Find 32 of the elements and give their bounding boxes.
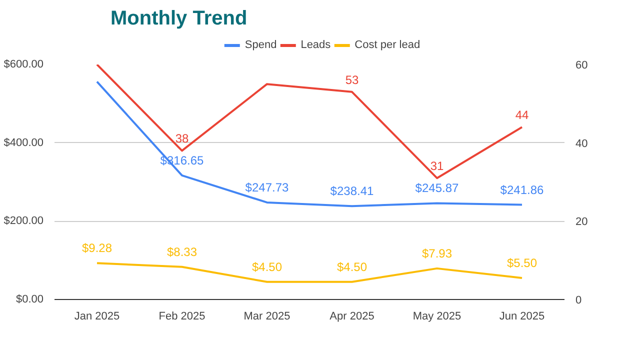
legend-label: Leads	[300, 39, 331, 51]
data-label: $7.93	[422, 246, 452, 260]
data-label: 44	[515, 108, 529, 122]
chart-title: Monthly Trend	[110, 8, 248, 30]
x-tick-label: Apr 2025	[330, 310, 374, 322]
data-label: $238.41	[330, 184, 374, 198]
y-tick-label: $600.00	[4, 58, 44, 70]
x-tick-label: Jan 2025	[74, 310, 120, 322]
x-tick-label: Mar 2025	[244, 310, 290, 322]
y2-tick-label: 20	[576, 216, 588, 228]
data-label: $4.50	[252, 260, 282, 274]
x-tick-label: Jun 2025	[499, 310, 545, 322]
data-label: $9.28	[82, 241, 112, 256]
y2-tick-label: 0	[576, 294, 582, 306]
data-label: $8.33	[166, 244, 198, 259]
data-label: 38	[175, 132, 189, 146]
data-label: 31	[430, 159, 444, 174]
data-label: $245.87	[415, 181, 460, 196]
y-tick-label: $200.00	[4, 215, 44, 228]
y2-tick-label: 60	[576, 60, 588, 72]
data-label: $247.73	[245, 180, 290, 194]
x-tick-label: May 2025	[412, 310, 462, 322]
legend-label: Cost per lead	[354, 39, 420, 51]
x-tick-label: Feb 2025	[158, 310, 206, 322]
legend-label: Spend	[244, 39, 277, 51]
data-label: $4.50	[336, 260, 368, 274]
data-label: $5.50	[506, 256, 538, 270]
y-tick-label: $400.00	[4, 136, 44, 149]
y-tick-label: $0.00	[16, 294, 44, 306]
y2-tick-label: 40	[576, 138, 588, 150]
data-label: 53	[345, 72, 359, 87]
data-label: $241.86	[500, 182, 544, 197]
